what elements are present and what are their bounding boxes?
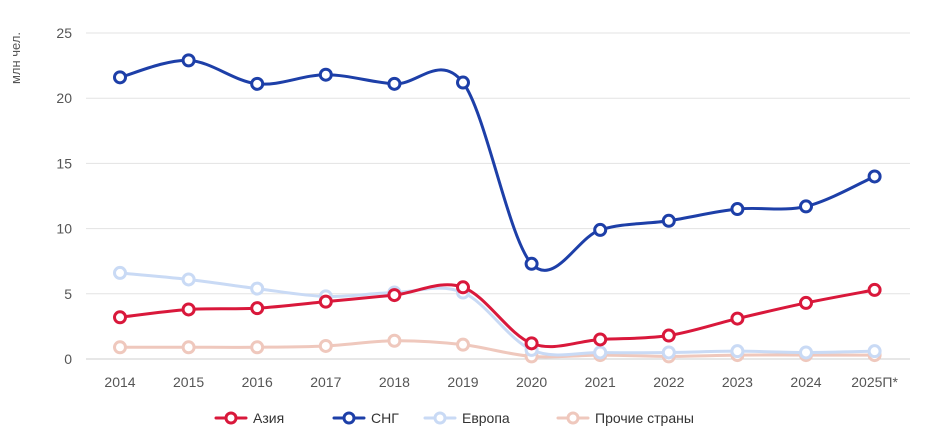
data-point — [799, 345, 813, 360]
data-point — [250, 281, 265, 296]
y-axis-label: млн чел. — [8, 32, 23, 84]
y-tick-label: 10 — [56, 221, 72, 237]
x-tick-label: 2016 — [242, 374, 273, 390]
data-point — [181, 53, 196, 68]
data-point — [250, 76, 265, 91]
gridlines — [86, 32, 910, 360]
data-point — [593, 345, 608, 360]
data-point — [661, 213, 676, 228]
data-point — [593, 332, 608, 347]
y-tick-label: 25 — [56, 25, 72, 41]
data-point — [799, 199, 813, 214]
legend-label: Европа — [462, 410, 510, 426]
data-point — [456, 75, 470, 90]
series-3 — [113, 333, 882, 364]
legend-marker — [342, 411, 356, 425]
data-point — [661, 328, 676, 343]
x-tick-label: 2021 — [585, 374, 616, 390]
x-tick-label: 2020 — [516, 374, 547, 390]
x-tick-label: 2017 — [310, 374, 341, 390]
data-point — [250, 340, 265, 355]
axes: 0 5 10 15 20 25 2014 2015 2016 2017 2018 2019 2020 20… — [56, 25, 898, 390]
data-point — [181, 340, 196, 355]
data-point — [524, 336, 539, 351]
y-tick-label: 20 — [56, 90, 72, 106]
x-tick-label: 2014 — [104, 374, 135, 390]
y-tick-label: 5 — [64, 286, 72, 302]
data-point — [730, 202, 745, 217]
data-point — [113, 340, 127, 355]
data-point — [318, 338, 333, 353]
x-tick-label: 2015 — [173, 374, 204, 390]
x-tick-label: 2022 — [653, 374, 684, 390]
data-point — [181, 272, 196, 287]
x-tick-label: 2019 — [447, 374, 478, 390]
x-tick-label: 2025П* — [851, 374, 898, 390]
data-point — [524, 256, 539, 271]
series-lines — [113, 53, 882, 364]
legend-label: СНГ — [371, 410, 399, 426]
legend-marker — [433, 411, 447, 425]
series-1 — [113, 53, 882, 272]
data-point — [730, 344, 745, 359]
data-point — [113, 265, 127, 280]
legend-item[interactable]: СНГ — [332, 410, 399, 426]
data-point — [181, 302, 196, 317]
data-point — [113, 70, 127, 85]
x-tick-label: 2023 — [722, 374, 753, 390]
legend-item[interactable]: Европа — [423, 410, 510, 426]
data-point — [387, 333, 402, 348]
data-point — [387, 288, 402, 303]
legend-marker — [566, 411, 580, 425]
series-line — [118, 339, 877, 359]
y-tick-label: 0 — [64, 351, 72, 367]
data-point — [730, 311, 745, 326]
data-point — [593, 222, 608, 237]
data-point — [318, 67, 333, 82]
data-point — [318, 294, 333, 309]
legend-marker — [224, 411, 238, 425]
data-point — [867, 282, 882, 297]
series-2 — [113, 265, 882, 360]
data-point — [661, 345, 676, 360]
data-point — [456, 337, 470, 352]
legend-item[interactable]: Прочие страны — [556, 410, 694, 426]
y-tick-label: 15 — [56, 155, 72, 171]
data-point — [867, 169, 882, 184]
legend: Азия СНГ Европа Прочие страны — [214, 410, 694, 426]
series-line — [118, 58, 877, 272]
x-tick-label: 2018 — [379, 374, 410, 390]
legend-label: Прочие страны — [595, 410, 694, 426]
series-0 — [113, 280, 882, 351]
data-point — [387, 76, 402, 91]
data-point — [250, 301, 265, 316]
data-point — [456, 280, 470, 295]
legend-item[interactable]: Азия — [214, 410, 284, 426]
x-tick-label: 2024 — [790, 374, 821, 390]
data-point — [867, 344, 882, 359]
data-point — [799, 295, 813, 310]
data-point — [113, 310, 127, 325]
legend-label: Азия — [253, 410, 284, 426]
